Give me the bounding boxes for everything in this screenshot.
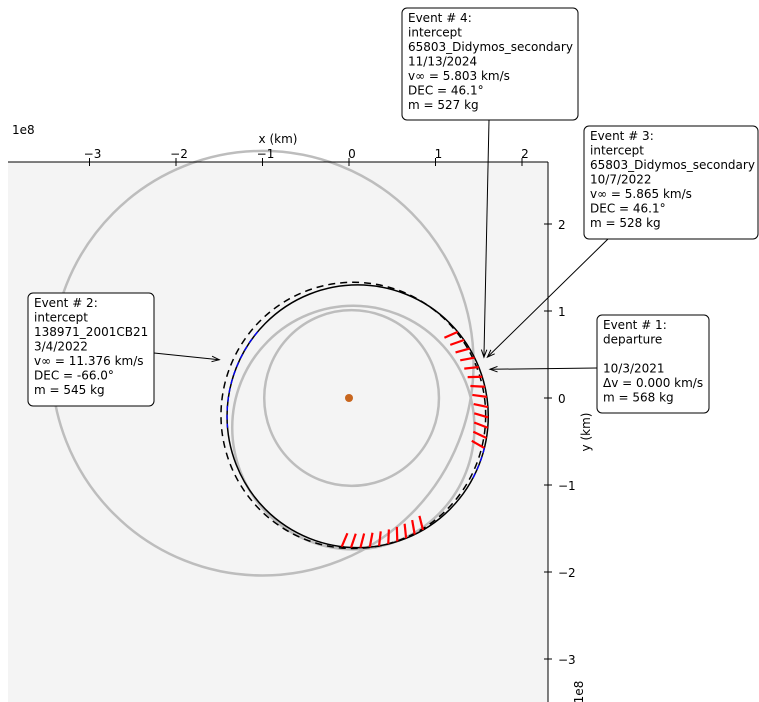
- event-arrowhead: [488, 365, 498, 373]
- event-line: intercept: [590, 144, 644, 158]
- thrust-mark-1-9: [340, 532, 349, 548]
- thrust-mark-0-12: [471, 439, 485, 450]
- thrust-mark-1-4: [387, 529, 390, 545]
- event-line: 3/4/2022: [34, 340, 88, 354]
- thrust-mark-1-2: [403, 523, 408, 539]
- thrust-mark-0-4: [464, 365, 479, 370]
- event-box: [596, 314, 710, 414]
- event-line: m = 545 kg: [34, 383, 105, 397]
- y-tick-label-5: −3: [558, 653, 576, 667]
- sun-marker: [345, 394, 353, 402]
- event-line: DEC = 46.1°: [590, 202, 666, 216]
- y-axis-label: y (km): [579, 413, 593, 452]
- coast-arc-1: [226, 331, 259, 428]
- thrust-mark-0-10: [473, 421, 489, 429]
- event-line: m = 528 kg: [590, 216, 661, 230]
- event-line: v∞ = 5.803 km/s: [408, 69, 510, 83]
- thrust-mark-0-3: [460, 356, 475, 362]
- thrust-mark-0-2: [455, 347, 470, 354]
- coast-arc-0: [472, 447, 486, 479]
- y-tick-label-1: 1: [558, 305, 566, 319]
- event-line: 65803_Didymos_secondary: [590, 158, 755, 172]
- x-tick-label-5: 2: [521, 147, 529, 161]
- thrust-mark-0-9: [473, 412, 489, 419]
- event-line: 10/7/2022: [590, 173, 652, 187]
- y-tick-label-2: 0: [558, 392, 566, 406]
- thrust-mark-0-6: [470, 384, 485, 388]
- thrust-mark-1-5: [377, 531, 382, 546]
- thrust-mark-0-8: [473, 403, 489, 409]
- event-arrow: [489, 367, 598, 370]
- event-arrowhead: [211, 355, 221, 363]
- event-arrow: [153, 352, 220, 361]
- thrust-mark-1-6: [368, 532, 374, 548]
- event-line: 10/3/2021: [603, 362, 665, 376]
- thrust-mark-1-8: [350, 533, 357, 548]
- y-offset-label: 1e8: [572, 681, 586, 702]
- thrust-mark-1-7: [359, 533, 366, 548]
- y-tick-label-3: −1: [558, 479, 576, 493]
- event-line: Event # 2:: [34, 296, 98, 310]
- x-tick-label-3: 0: [348, 147, 356, 161]
- event-arrow: [487, 238, 609, 358]
- event-line: departure: [603, 333, 662, 347]
- event-box: [27, 292, 155, 407]
- event-line: m = 527 kg: [408, 98, 479, 112]
- event-line: 65803_Didymos_secondary: [408, 40, 573, 54]
- thrust-mark-0-11: [472, 430, 487, 439]
- event-arrowhead: [486, 349, 495, 359]
- event-line: v∞ = 11.376 km/s: [34, 354, 144, 368]
- event-line: Event # 4:: [408, 11, 472, 25]
- event-box: [401, 7, 579, 121]
- x-tick-label-4: 1: [435, 147, 443, 161]
- event-line: Event # 1:: [603, 318, 667, 332]
- event-line: Event # 3:: [590, 129, 654, 143]
- trajectory-dashed: [220, 281, 487, 550]
- x-tick-label-1: −2: [170, 147, 188, 161]
- x-axis-label: x (km): [259, 132, 298, 146]
- event-line: intercept: [408, 26, 462, 40]
- planet-orbit-0: [262, 308, 441, 488]
- event-arrow: [483, 119, 490, 358]
- plot-area: [8, 162, 548, 702]
- thrust-mark-0-7: [472, 393, 487, 398]
- x-tick-label-2: −1: [257, 147, 275, 161]
- event-line: m = 568 kg: [603, 391, 674, 405]
- x-tick-label-0: −3: [84, 147, 102, 161]
- event-annotation-0: Event # 4:intercept65803_Didymos_seconda…: [401, 7, 579, 359]
- y-tick-label-4: −2: [558, 566, 576, 580]
- event-arrowhead: [480, 349, 488, 359]
- event-line: intercept: [34, 311, 88, 325]
- event-annotation-1: Event # 3:intercept65803_Didymos_seconda…: [486, 125, 759, 359]
- event-line: 138971_2001CB21: [34, 325, 148, 339]
- thrust-mark-0-1: [449, 338, 465, 346]
- y-tick-label-0: 2: [558, 218, 566, 232]
- event-line: Δv = 0.000 km/s: [603, 376, 703, 390]
- thrust-mark-1-0: [418, 515, 425, 531]
- event-line: 11/13/2024: [408, 55, 477, 69]
- x-offset-label: 1e8: [12, 123, 35, 137]
- event-line: DEC = -66.0°: [34, 369, 114, 383]
- event-box: [583, 125, 759, 240]
- event-line: v∞ = 5.865 km/s: [590, 187, 692, 201]
- planet-orbit-1: [230, 304, 476, 551]
- thrust-mark-1-1: [411, 519, 416, 535]
- event-line: DEC = 46.1°: [408, 84, 484, 98]
- event-annotation-2: Event # 2:intercept138971_2001CB213/4/20…: [27, 292, 221, 407]
- thrust-mark-0-0: [443, 330, 459, 339]
